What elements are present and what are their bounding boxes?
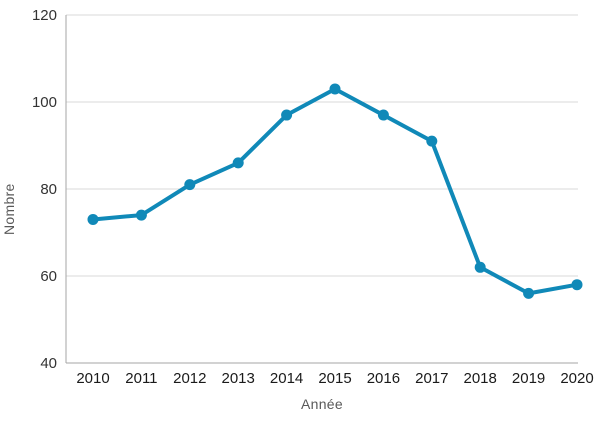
x-tick-label: 2020: [560, 370, 593, 387]
data-point: [377, 109, 389, 121]
y-axis-title: Nombre: [1, 183, 17, 235]
data-point: [571, 279, 583, 291]
data-point: [281, 109, 293, 121]
y-tick-label: 100: [32, 94, 57, 111]
x-axis-title: Année: [301, 396, 343, 412]
x-tick-label: 2017: [415, 370, 448, 387]
y-tick-label: 120: [32, 7, 57, 24]
data-point: [426, 135, 438, 147]
y-tick-label: 80: [40, 181, 57, 198]
data-point: [232, 157, 244, 169]
x-tick-label: 2019: [512, 370, 545, 387]
x-tick-label: 2011: [125, 370, 157, 387]
data-point: [135, 209, 147, 221]
data-point: [329, 83, 341, 95]
x-tick-label: 2016: [367, 370, 400, 387]
x-tick-label: 2018: [464, 370, 497, 387]
x-tick-label: 2012: [173, 370, 206, 387]
data-line: [91, 86, 579, 296]
x-tick-label: 2015: [318, 370, 351, 387]
data-point: [184, 179, 196, 191]
x-tick-label: 2014: [270, 370, 303, 387]
y-tick-label: 60: [40, 268, 57, 285]
x-tick-label: 2010: [76, 370, 109, 387]
data-point: [87, 213, 99, 225]
data-point: [474, 261, 486, 273]
y-tick-label: 40: [40, 355, 57, 372]
data-point: [523, 287, 535, 299]
x-tick-label: 2013: [222, 370, 255, 387]
